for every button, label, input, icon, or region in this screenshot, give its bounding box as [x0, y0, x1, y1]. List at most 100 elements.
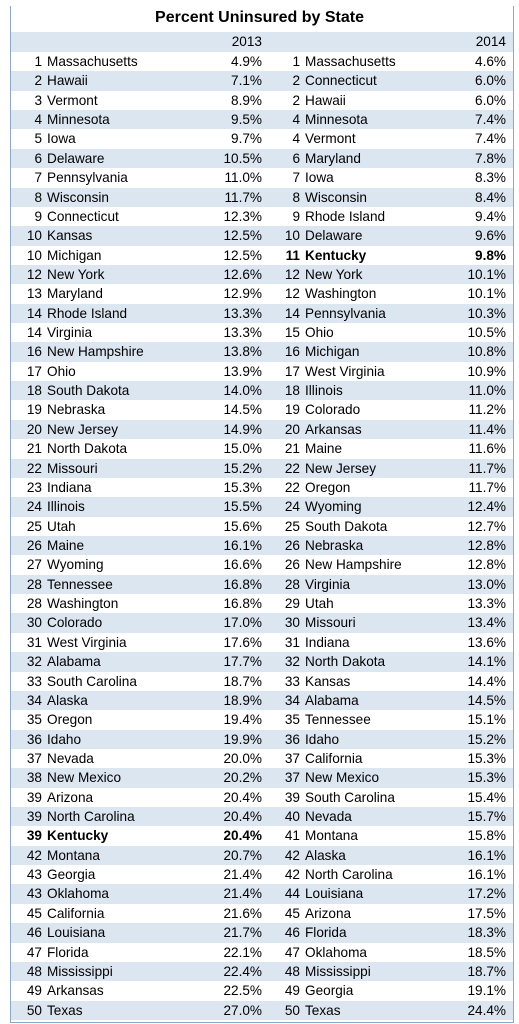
table-row: 8 Wisconsin 11.7% 8 Wisconsin 8.4% — [11, 187, 513, 207]
state-2014: Missouri — [305, 615, 356, 631]
state-2013: South Dakota — [47, 383, 130, 399]
rank-2013: 14 — [26, 325, 42, 341]
rank-2014: 28 — [284, 576, 300, 592]
state-2013: Wisconsin — [47, 189, 109, 205]
percent-2014: 14.1% — [467, 654, 506, 670]
table-row: 14 Virginia 13.3% 15 Ohio 10.5% — [11, 323, 513, 342]
state-2014: New Hampshire — [305, 557, 402, 573]
rank-2013: 32 — [26, 654, 42, 670]
table-row: 25 Utah 15.6% 25 South Dakota 12.7% — [11, 517, 513, 536]
rank-2014: 20 — [284, 421, 300, 437]
percent-2014: 15.7% — [467, 809, 506, 825]
percent-2013: 12.9% — [223, 286, 262, 302]
state-2013: Virginia — [47, 325, 93, 341]
state-2013: Illinois — [47, 499, 85, 515]
table-row: 49 Arkansas 22.5% 49 Georgia 19.1% — [11, 981, 513, 1000]
percent-2014: 15.8% — [467, 828, 506, 844]
table-row: 3 Vermont 8.9% 2 Hawaii 6.0% — [11, 91, 513, 110]
table-frame — [10, 6, 514, 1023]
rank-2014: 16 — [284, 344, 300, 360]
rank-2013: 4 — [34, 112, 42, 128]
rank-2014: 48 — [284, 963, 300, 979]
percent-2014: 12.7% — [467, 518, 506, 534]
state-2014: West Virginia — [305, 363, 385, 379]
percent-2014: 9.8% — [475, 247, 506, 263]
rank-2014: 35 — [284, 712, 300, 728]
state-2013: Arkansas — [47, 983, 104, 999]
percent-2014: 11.7% — [468, 479, 506, 495]
state-2014: Georgia — [305, 983, 354, 999]
percent-2014: 15.3% — [467, 770, 506, 786]
state-2013: Michigan — [47, 247, 102, 263]
percent-2014: 13.3% — [467, 596, 506, 612]
percent-2014: 10.1% — [467, 286, 506, 302]
table-row: 48 Mississippi 22.4% 48 Mississippi 18.7% — [11, 961, 513, 982]
state-2014: California — [305, 750, 363, 766]
state-2013: Massachusetts — [47, 54, 138, 69]
state-2014: South Carolina — [305, 789, 395, 805]
state-2014: Minnesota — [305, 112, 368, 128]
table-row: 34 Alaska 18.9% 34 Alabama 14.5% — [11, 690, 513, 711]
state-2013: Texas — [47, 1002, 83, 1018]
state-2014: Connecticut — [305, 73, 377, 89]
rank-2014: 37 — [284, 770, 300, 786]
state-2014: Indiana — [305, 634, 350, 650]
percent-2013: 15.0% — [223, 441, 262, 457]
state-2014: New Mexico — [305, 770, 380, 786]
rank-2014: 24 — [284, 499, 300, 515]
rank-2014: 6 — [292, 150, 300, 166]
percent-2014: 24.4% — [467, 1002, 506, 1018]
state-2014: Delaware — [305, 228, 363, 244]
percent-2013: 16.8% — [223, 576, 262, 592]
state-2014: Oregon — [305, 479, 351, 495]
state-2014: Wyoming — [305, 499, 362, 515]
table-row: 16 New Hampshire 13.8% 16 Michigan 10.8% — [11, 342, 513, 362]
rank-2013: 2 — [34, 73, 42, 89]
percent-2014: 10.9% — [467, 363, 506, 379]
percent-2014: 6.0% — [475, 92, 506, 108]
percent-2013: 14.5% — [223, 402, 262, 418]
state-2013: Wyoming — [47, 557, 104, 573]
state-2013: New Hampshire — [47, 344, 144, 360]
percent-2014: 17.5% — [467, 905, 506, 921]
table-row: 30 Colorado 17.0% 30 Missouri 13.4% — [11, 613, 513, 633]
rank-2013: 23 — [26, 479, 42, 495]
rank-2013: 49 — [26, 983, 42, 999]
rank-2014: 40 — [284, 809, 300, 825]
percent-2014: 18.5% — [467, 944, 506, 960]
rank-2014: 25 — [284, 518, 300, 534]
percent-2014: 16.1% — [467, 847, 506, 863]
rank-2013: 36 — [26, 731, 42, 747]
percent-2013: 10.5% — [223, 150, 262, 166]
state-2013: Delaware — [47, 150, 105, 166]
state-2014: New Jersey — [305, 460, 377, 476]
state-2013: West Virginia — [47, 634, 127, 650]
table-row: 19 Nebraska 14.5% 19 Colorado 11.2% — [11, 400, 513, 419]
rank-2013: 43 — [26, 867, 42, 883]
rank-2014: 4 — [292, 131, 300, 147]
percent-2014: 11.0% — [468, 383, 506, 399]
rank-2013: 5 — [34, 131, 42, 147]
rank-2014: 22 — [284, 460, 300, 476]
rank-2013: 37 — [26, 750, 42, 766]
percent-2014: 11.7% — [468, 460, 506, 476]
rank-2014: 31 — [284, 634, 300, 650]
state-2014: North Dakota — [305, 654, 386, 670]
table-row: 42 Montana 20.7% 42 Alaska 16.1% — [11, 845, 513, 866]
rank-2014: 26 — [284, 557, 300, 573]
rank-2014: 47 — [284, 944, 300, 960]
rank-2013: 43 — [26, 886, 42, 902]
rank-2014: 19 — [284, 402, 300, 418]
percent-2013: 8.9% — [231, 92, 262, 108]
state-2013: Iowa — [47, 131, 76, 147]
rank-2014: 30 — [284, 615, 300, 631]
percent-2013: 4.9% — [231, 54, 262, 69]
rank-2013: 35 — [26, 712, 42, 728]
state-2013: Maine — [47, 538, 85, 553]
rank-2014: 21 — [284, 441, 300, 457]
percent-2014: 4.6% — [475, 54, 506, 69]
table-row: 12 New York 12.6% 12 New York 10.1% — [11, 264, 513, 285]
rank-2013: 34 — [26, 692, 42, 708]
percent-2014: 17.2% — [467, 886, 506, 902]
percent-2013: 13.3% — [223, 305, 262, 321]
